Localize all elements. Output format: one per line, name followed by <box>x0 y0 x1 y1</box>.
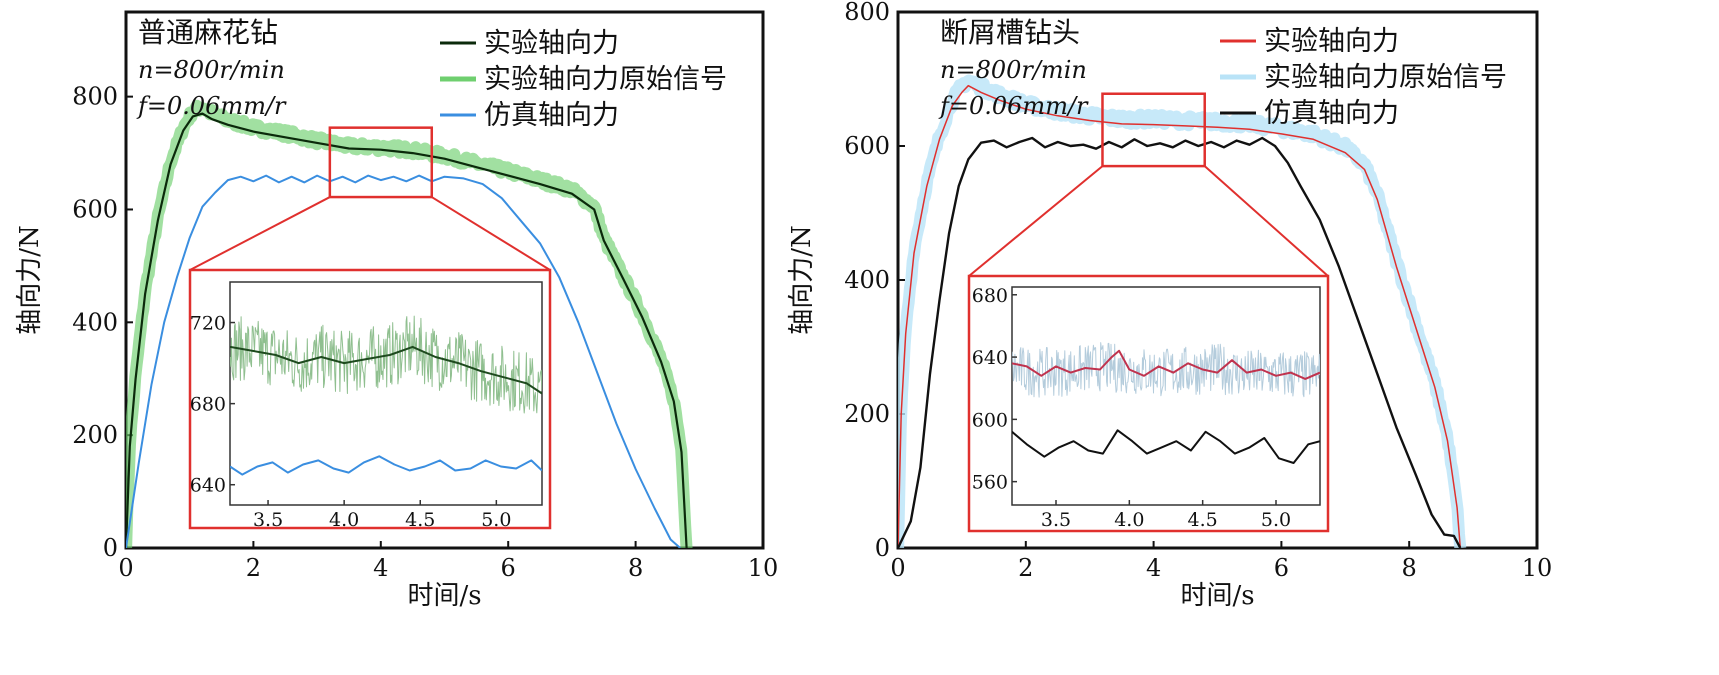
zoom-inset-plot <box>229 281 543 506</box>
x-tick-label: 10 <box>1522 554 1553 582</box>
inset-y-tick-label: 680 <box>190 394 226 416</box>
x-tick-label: 0 <box>118 554 133 582</box>
x-tick-label: 6 <box>501 554 516 582</box>
inset-series-line-实验轴向力 <box>230 345 542 395</box>
x-tick-label: 2 <box>1018 554 1033 582</box>
inset-x-tick-label: 4.0 <box>329 509 359 531</box>
y-tick-label: 0 <box>875 534 890 562</box>
inset-y-tick-label: 640 <box>972 347 1008 369</box>
y-tick-label: 200 <box>72 421 118 449</box>
y-tick-label: 400 <box>72 308 118 336</box>
x-axis-label: 时间/s <box>407 581 481 611</box>
zoom-connector-right <box>1204 165 1329 277</box>
legend-label: 实验轴向力原始信号 <box>484 64 727 95</box>
inset-x-tick-label: 3.5 <box>253 509 283 531</box>
annotation-title: 普通麻花钻 <box>138 16 278 49</box>
series-line-实验轴向力 <box>898 84 1462 548</box>
y-tick-label: 600 <box>72 195 118 223</box>
chart-right: 0 2 4 6 8 10 0 200 400 600 800 时间/s 轴向力/N 断屑槽钻头 n=800r… <box>787 0 1552 611</box>
inset-series-group <box>1012 342 1320 464</box>
legend-label: 仿真轴向力 <box>1264 98 1399 129</box>
annotation-feed: f=0.06mm/r <box>136 92 287 120</box>
legend-label: 实验轴向力原始信号 <box>1264 62 1507 93</box>
x-tick-label: 8 <box>1402 554 1417 582</box>
series-line-仿真轴向力 <box>898 136 1462 548</box>
zoom-region-box <box>1101 92 1206 168</box>
x-tick-label: 6 <box>1274 554 1289 582</box>
y-tick-label: 400 <box>844 266 890 294</box>
series-group <box>126 99 693 548</box>
zoom-inset-plot <box>1011 286 1321 506</box>
inset-y-tick-label: 600 <box>972 409 1008 431</box>
inset-y-tick-label: 560 <box>972 472 1008 494</box>
legend-label: 实验轴向力 <box>484 28 619 59</box>
inset-series-line-仿真轴向力 <box>1012 429 1320 464</box>
inset-x-tick-label: 3.5 <box>1041 509 1071 531</box>
series-group <box>898 74 1467 548</box>
inset-y-tick-label: 680 <box>972 285 1008 307</box>
inset-y-tick-label: 720 <box>190 313 226 335</box>
x-tick-label: 8 <box>628 554 643 582</box>
x-tick-label: 4 <box>373 554 388 582</box>
annotation-feed: f=0.06mm/r <box>938 92 1089 120</box>
inset-x-tick-label: 4.5 <box>1188 509 1218 531</box>
annotation-speed: n=800r/min <box>138 56 285 84</box>
inset-series-line-实验轴向力 <box>1012 349 1320 380</box>
inset-y-tick-label: 640 <box>190 475 226 497</box>
inset-x-tick-label: 4.5 <box>405 509 435 531</box>
inset-series-line-实验轴向力原始信号 <box>1012 342 1320 398</box>
inset-x-tick-label: 4.0 <box>1114 509 1144 531</box>
zoom-connector-left <box>189 196 331 271</box>
x-tick-label: 0 <box>890 554 905 582</box>
legend-label: 实验轴向力 <box>1264 26 1399 57</box>
y-tick-label: 800 <box>72 83 118 111</box>
y-axis-label: 轴向力/N <box>15 225 45 335</box>
y-tick-label: 800 <box>844 0 890 26</box>
x-axis-label: 时间/s <box>1180 581 1254 611</box>
inset-series-line-仿真轴向力 <box>230 455 542 476</box>
y-tick-label: 200 <box>844 400 890 428</box>
chart-left: 0 2 4 6 8 10 0 200 400 600 800 时间/s 轴向力/N 普通麻花钻 n=800r… <box>15 10 779 611</box>
x-tick-label: 4 <box>1146 554 1161 582</box>
zoom-connector-left <box>968 165 1104 277</box>
legend-label: 仿真轴向力 <box>484 100 619 131</box>
y-axis-label: 轴向力/N <box>787 225 817 335</box>
inset-x-tick-label: 5.0 <box>481 509 511 531</box>
y-tick-label: 600 <box>844 132 890 160</box>
annotation-speed: n=800r/min <box>940 56 1087 84</box>
annotation-title: 断屑槽钻头 <box>940 16 1080 49</box>
inset-series-line-实验轴向力原始信号 <box>230 315 542 414</box>
zoom-connector-right <box>431 196 551 271</box>
y-tick-label: 0 <box>103 534 118 562</box>
series-line-实验轴向力 <box>126 112 688 548</box>
inset-series-group <box>230 315 542 476</box>
x-tick-label: 10 <box>748 554 779 582</box>
series-line-仿真轴向力 <box>126 174 681 548</box>
inset-x-tick-label: 5.0 <box>1261 509 1291 531</box>
x-tick-label: 2 <box>246 554 261 582</box>
zoom-region-box <box>328 126 434 199</box>
